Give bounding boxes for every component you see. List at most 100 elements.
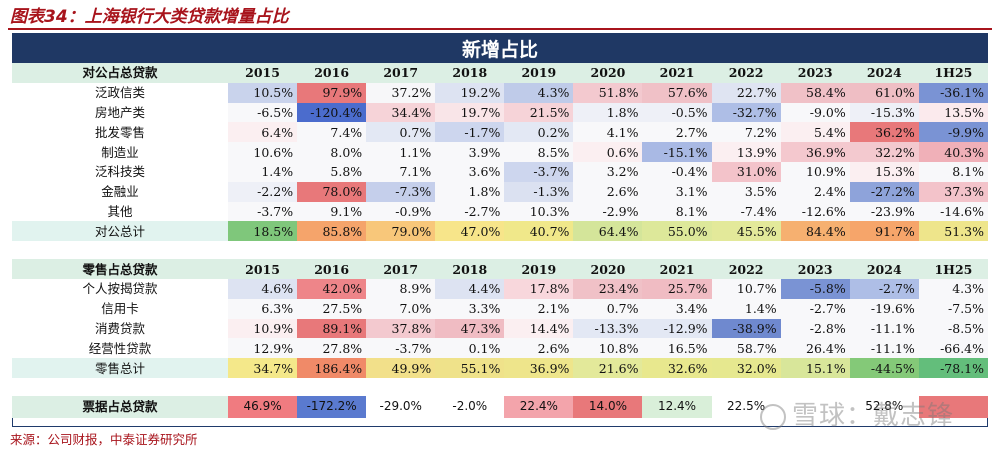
total-label: 零售总计	[12, 358, 229, 378]
year-header: 2024	[849, 63, 919, 83]
value-cell: 7.1%	[366, 161, 436, 182]
value-cell: -12.6%	[780, 201, 850, 222]
year-header: 2018	[435, 259, 505, 279]
value-cell: 51.8%	[573, 82, 643, 103]
year-header: 2020	[573, 259, 643, 279]
value-cell: -2.2%	[228, 181, 298, 202]
year-header: 2018	[435, 63, 505, 83]
value-cell: 57.6%	[642, 82, 712, 103]
value-cell: 0.1%	[435, 338, 505, 359]
value-cell: 3.9%	[435, 142, 505, 162]
year-header: 2019	[504, 259, 574, 279]
value-cell: 89.1%	[297, 318, 367, 339]
total-value-cell: 49.9%	[366, 358, 436, 378]
value-cell: -2.7%	[849, 278, 919, 299]
year-header: 2020	[573, 63, 643, 83]
year-header: 2017	[366, 259, 436, 279]
spacer-cell	[780, 377, 850, 396]
value-cell: -14.6%	[918, 201, 988, 222]
table-row: 信用卡 6.3% 27.5% 7.0% 3.3% 2.1% 0.7% 3.4% 1.4% -2.7…	[12, 298, 988, 319]
value-cell: 40.3%	[918, 142, 988, 162]
value-cell: 10.9%	[780, 161, 850, 182]
value-cell: 97.9%	[297, 82, 367, 103]
spacer-cell	[228, 377, 298, 396]
total-value-cell: 47.0%	[435, 221, 505, 242]
year-header: 2015	[228, 63, 298, 83]
retail-header-label: 零售占总贷款	[12, 259, 229, 279]
value-cell: -1.3%	[504, 181, 574, 202]
total-value-cell: 32.0%	[711, 358, 781, 378]
value-cell: 61.0%	[849, 82, 919, 103]
title-divider	[8, 28, 992, 30]
value-cell: -3.7%	[366, 338, 436, 359]
total-label: 对公总计	[12, 221, 229, 242]
value-cell: 10.7%	[711, 278, 781, 299]
value-cell: 7.2%	[711, 122, 781, 143]
loan-share-table: 对公占总贷款 2015 2016 2017 2018 2019 2020 2021 2022 20…	[12, 63, 988, 418]
value-cell: 32.2%	[849, 142, 919, 162]
year-header: 2017	[366, 63, 436, 83]
value-cell: 19.7%	[435, 102, 505, 123]
value-cell: 3.2%	[573, 161, 643, 182]
row-label: 经营性贷款	[12, 338, 229, 359]
table-row: 泛政信类 10.5% 97.9% 37.2% 19.2% 4.3% 51.8% 57.6% 22…	[12, 82, 988, 103]
value-cell: 36.2%	[849, 122, 919, 143]
source-note: 来源：公司财报，中泰证券研究所	[10, 432, 198, 447]
bills-value-cell: 46.9%	[228, 395, 298, 418]
value-cell: -13.3%	[573, 318, 643, 339]
bills-value-cell: 14.0%	[573, 395, 643, 418]
spacer-cell	[12, 241, 229, 260]
value-cell: -7.5%	[918, 298, 988, 319]
value-cell: 2.7%	[642, 122, 712, 143]
value-cell: 12.9%	[228, 338, 298, 359]
value-cell: 16.5%	[642, 338, 712, 359]
value-cell: 58.7%	[711, 338, 781, 359]
value-cell: 58.4%	[780, 82, 850, 103]
value-cell: -36.1%	[918, 82, 988, 103]
year-header: 2024	[849, 259, 919, 279]
bills-value-cell: 12.4%	[642, 395, 712, 418]
row-label: 个人按揭贷款	[12, 278, 229, 299]
value-cell: -11.1%	[849, 318, 919, 339]
spacer-cell	[849, 377, 919, 396]
value-cell: 0.2%	[504, 122, 574, 143]
spacer-cell	[504, 377, 574, 396]
spacer-cell	[642, 377, 712, 396]
value-cell: 2.4%	[780, 181, 850, 202]
value-cell: -5.8%	[780, 278, 850, 299]
value-cell: -32.7%	[711, 102, 781, 123]
table-row: 经营性贷款 12.9% 27.8% -3.7% 0.1% 2.6% 10.8% 16.5% 58…	[12, 338, 988, 359]
value-cell: -15.1%	[642, 142, 712, 162]
year-header: 2023	[780, 63, 850, 83]
row-label: 信用卡	[12, 298, 229, 319]
value-cell: -2.9%	[573, 201, 643, 222]
value-cell: -120.4%	[297, 102, 367, 123]
value-cell: 0.6%	[573, 142, 643, 162]
value-cell: 5.4%	[780, 122, 850, 143]
value-cell: 10.8%	[573, 338, 643, 359]
spacer-cell	[711, 241, 781, 260]
total-value-cell: 34.7%	[228, 358, 298, 378]
value-cell: 7.0%	[366, 298, 436, 319]
total-value-cell: 85.8%	[297, 221, 367, 242]
value-cell: -8.5%	[918, 318, 988, 339]
value-cell: 8.0%	[297, 142, 367, 162]
retail-header-row: 零售占总贷款 2015 2016 2017 2018 2019 2020 2021 2022 20…	[12, 259, 988, 279]
year-header: 2016	[297, 259, 367, 279]
value-cell: 34.4%	[366, 102, 436, 123]
bills-value-cell	[780, 395, 850, 418]
value-cell: 6.3%	[228, 298, 298, 319]
total-value-cell: 55.1%	[435, 358, 505, 378]
value-cell: -3.7%	[504, 161, 574, 182]
value-cell: 0.7%	[573, 298, 643, 319]
total-value-cell: 40.7%	[504, 221, 574, 242]
year-header: 2021	[642, 259, 712, 279]
total-value-cell: 32.6%	[642, 358, 712, 378]
table-row: 消费贷款 10.9% 89.1% 37.8% 47.3% 14.4% -13.3% -12.9…	[12, 318, 988, 339]
value-cell: 8.1%	[918, 161, 988, 182]
table-body: 对公占总贷款 2015 2016 2017 2018 2019 2020 2021 2022 20…	[12, 63, 988, 418]
row-label: 泛科技类	[12, 161, 229, 182]
bills-value-cell	[918, 395, 988, 418]
value-cell: -0.5%	[642, 102, 712, 123]
value-cell: 3.4%	[642, 298, 712, 319]
